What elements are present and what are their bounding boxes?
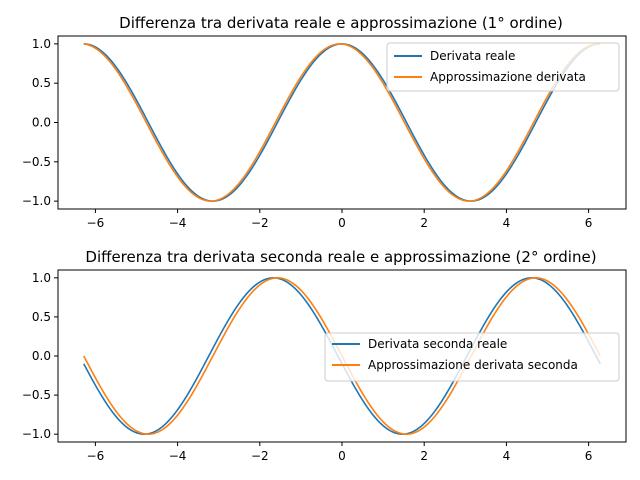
x-tick-label: 6 [585, 216, 593, 230]
y-tick-label: 0.5 [32, 76, 51, 90]
subplot-bottom-title: Differenza tra derivata seconda reale e … [85, 248, 596, 266]
x-tick-label: −4 [169, 216, 187, 230]
subplot-bottom-legend-box [324, 332, 620, 382]
legend-label-approssimazione-derivata: Approssimazione derivata [430, 70, 586, 84]
x-tick-label: −6 [87, 216, 105, 230]
legend-label-derivata-reale: Derivata reale [430, 49, 515, 63]
y-tick-label: −0.5 [22, 155, 51, 169]
x-tick-label: −2 [251, 449, 269, 463]
subplot-top-series [83, 43, 601, 202]
x-tick-label: 6 [585, 449, 593, 463]
x-tick-label: 4 [503, 449, 511, 463]
x-tick-label: 0 [338, 216, 346, 230]
subplot-bottom: Differenza tra derivata seconda reale e … [22, 248, 627, 463]
x-tick-label: 0 [338, 449, 346, 463]
y-tick-label: −1.0 [22, 194, 51, 208]
y-tick-label: 0.0 [32, 349, 51, 363]
subplot-top-ticks: −6 −4 −2 0 2 4 6 −1.0 −0.5 0.0 0.5 1.0 [22, 37, 593, 230]
x-tick-label: 4 [503, 216, 511, 230]
y-tick-label: −1.0 [22, 427, 51, 441]
subplot-bottom-ticks: −6 −4 −2 0 2 4 6 −1.0 −0.5 0.0 0.5 1.0 [22, 271, 593, 463]
subplot-top-legend: Derivata reale Approssimazione derivata [386, 42, 620, 92]
series-line-top-1 [83, 43, 601, 202]
y-tick-label: 1.0 [32, 271, 51, 285]
subplot-top: Differenza tra derivata reale e approssi… [22, 14, 627, 230]
x-tick-label: −6 [87, 449, 105, 463]
y-tick-label: −0.5 [22, 388, 51, 402]
y-tick-label: 0.0 [32, 116, 51, 130]
legend-label-approssimazione-derivata-seconda: Approssimazione derivata seconda [368, 358, 578, 372]
y-tick-label: 0.5 [32, 310, 51, 324]
subplot-top-legend-box [386, 42, 620, 92]
subplot-top-title: Differenza tra derivata reale e approssi… [119, 14, 563, 32]
y-tick-label: 1.0 [32, 37, 51, 51]
x-tick-label: −4 [169, 449, 187, 463]
x-tick-label: −2 [251, 216, 269, 230]
subplot-bottom-legend: Derivata seconda reale Approssimazione d… [324, 332, 620, 382]
x-tick-label: 2 [420, 216, 428, 230]
legend-label-derivata-seconda-reale: Derivata seconda reale [368, 337, 507, 351]
x-tick-label: 2 [420, 449, 428, 463]
